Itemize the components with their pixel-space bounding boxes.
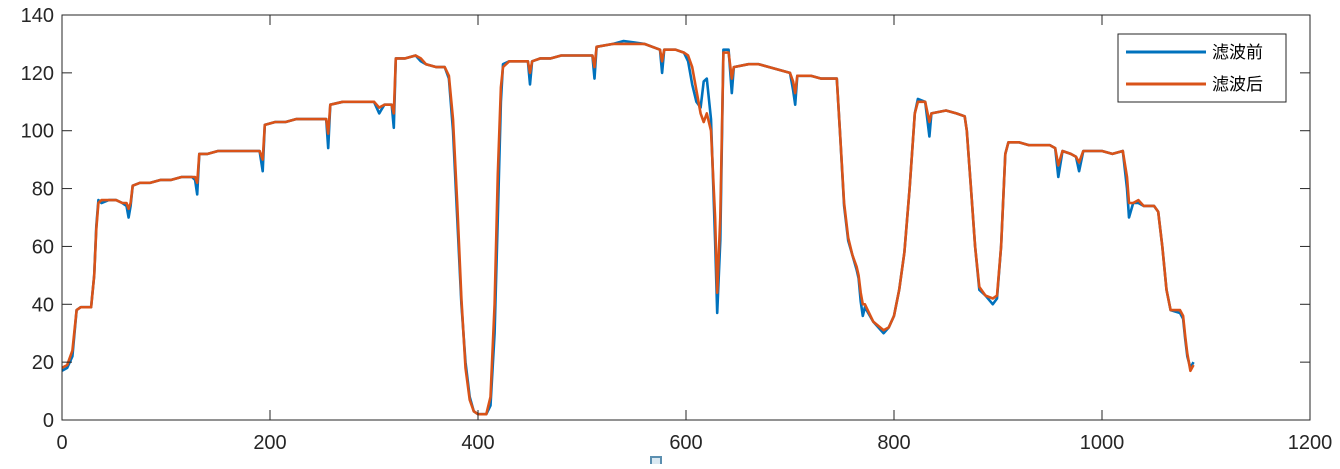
- plot-area: [62, 15, 1310, 420]
- legend-label-series-2: 滤波后: [1212, 75, 1263, 95]
- legend-label-series-1: 滤波前: [1212, 43, 1263, 63]
- y-tick-label: 120: [21, 63, 54, 85]
- y-tick-label: 60: [32, 236, 54, 258]
- x-tick-label: 0: [56, 432, 67, 454]
- x-tick-label: 200: [253, 432, 286, 454]
- legend-box: [1117, 33, 1287, 103]
- x-tick-label: 800: [877, 432, 910, 454]
- legend: 滤波前 滤波后: [1117, 33, 1287, 103]
- series-layer: [61, 39, 1195, 416]
- series-line-2: [61, 42, 1195, 416]
- y-tick-label: 100: [21, 121, 54, 143]
- x-tick-label: 400: [461, 432, 494, 454]
- y-tick-label: 80: [32, 179, 54, 201]
- data-cursor-marker[interactable]: [650, 456, 662, 469]
- y-tick-label: 0: [43, 410, 54, 432]
- x-tick-label: 1200: [1288, 432, 1333, 454]
- y-tick-label: 40: [32, 294, 54, 316]
- x-tick-label: 600: [669, 432, 702, 454]
- y-tick-label: 140: [21, 5, 54, 27]
- axis-layer: 0 200 400 600 800 1000 1200 0 20 40 60 80 100 120 140: [21, 5, 1333, 454]
- x-tick-label: 1000: [1080, 432, 1125, 454]
- y-tick-label: 20: [32, 352, 54, 374]
